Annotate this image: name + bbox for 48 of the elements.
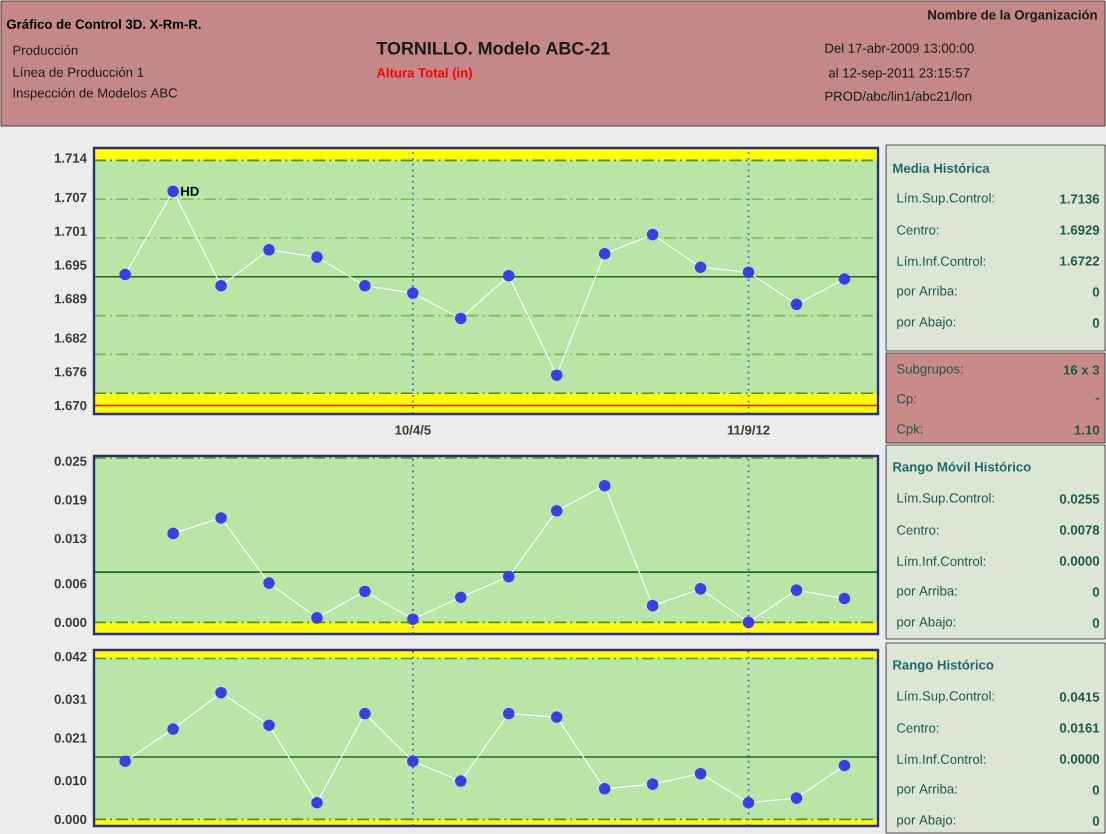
point bbox=[790, 584, 803, 596]
point bbox=[646, 778, 659, 790]
point bbox=[646, 599, 659, 612]
point bbox=[790, 298, 803, 311]
point bbox=[311, 251, 323, 263]
point bbox=[455, 775, 467, 787]
point bbox=[263, 719, 275, 731]
point bbox=[359, 707, 371, 720]
point bbox=[598, 479, 611, 492]
point bbox=[694, 767, 707, 780]
point bbox=[550, 369, 563, 381]
point bbox=[119, 755, 131, 768]
point bbox=[598, 783, 611, 795]
point bbox=[550, 711, 563, 723]
point bbox=[359, 585, 371, 598]
point bbox=[215, 512, 227, 524]
point bbox=[455, 312, 467, 325]
point bbox=[742, 266, 755, 279]
point bbox=[503, 269, 515, 282]
point bbox=[167, 723, 179, 735]
point bbox=[503, 570, 515, 583]
point bbox=[119, 268, 131, 281]
point bbox=[263, 577, 275, 589]
point bbox=[407, 613, 419, 625]
point bbox=[503, 707, 515, 720]
point bbox=[598, 247, 611, 260]
point bbox=[215, 686, 227, 699]
point bbox=[263, 244, 275, 256]
point bbox=[407, 287, 419, 299]
point bbox=[167, 527, 179, 540]
point bbox=[646, 228, 659, 241]
point bbox=[742, 796, 755, 809]
point bbox=[311, 796, 323, 809]
point bbox=[359, 280, 371, 292]
point bbox=[311, 612, 323, 624]
point bbox=[742, 616, 755, 629]
point bbox=[455, 591, 467, 604]
point bbox=[838, 273, 851, 285]
point bbox=[838, 759, 851, 772]
point bbox=[790, 792, 803, 804]
point bbox=[694, 583, 707, 595]
point bbox=[215, 280, 227, 292]
point bbox=[550, 505, 563, 517]
point bbox=[838, 592, 851, 605]
text: TORNILLO. Modelo ABC-21 bbox=[376, 41, 610, 55]
point bbox=[694, 261, 707, 274]
point bbox=[407, 755, 419, 768]
point bbox=[167, 185, 179, 198]
